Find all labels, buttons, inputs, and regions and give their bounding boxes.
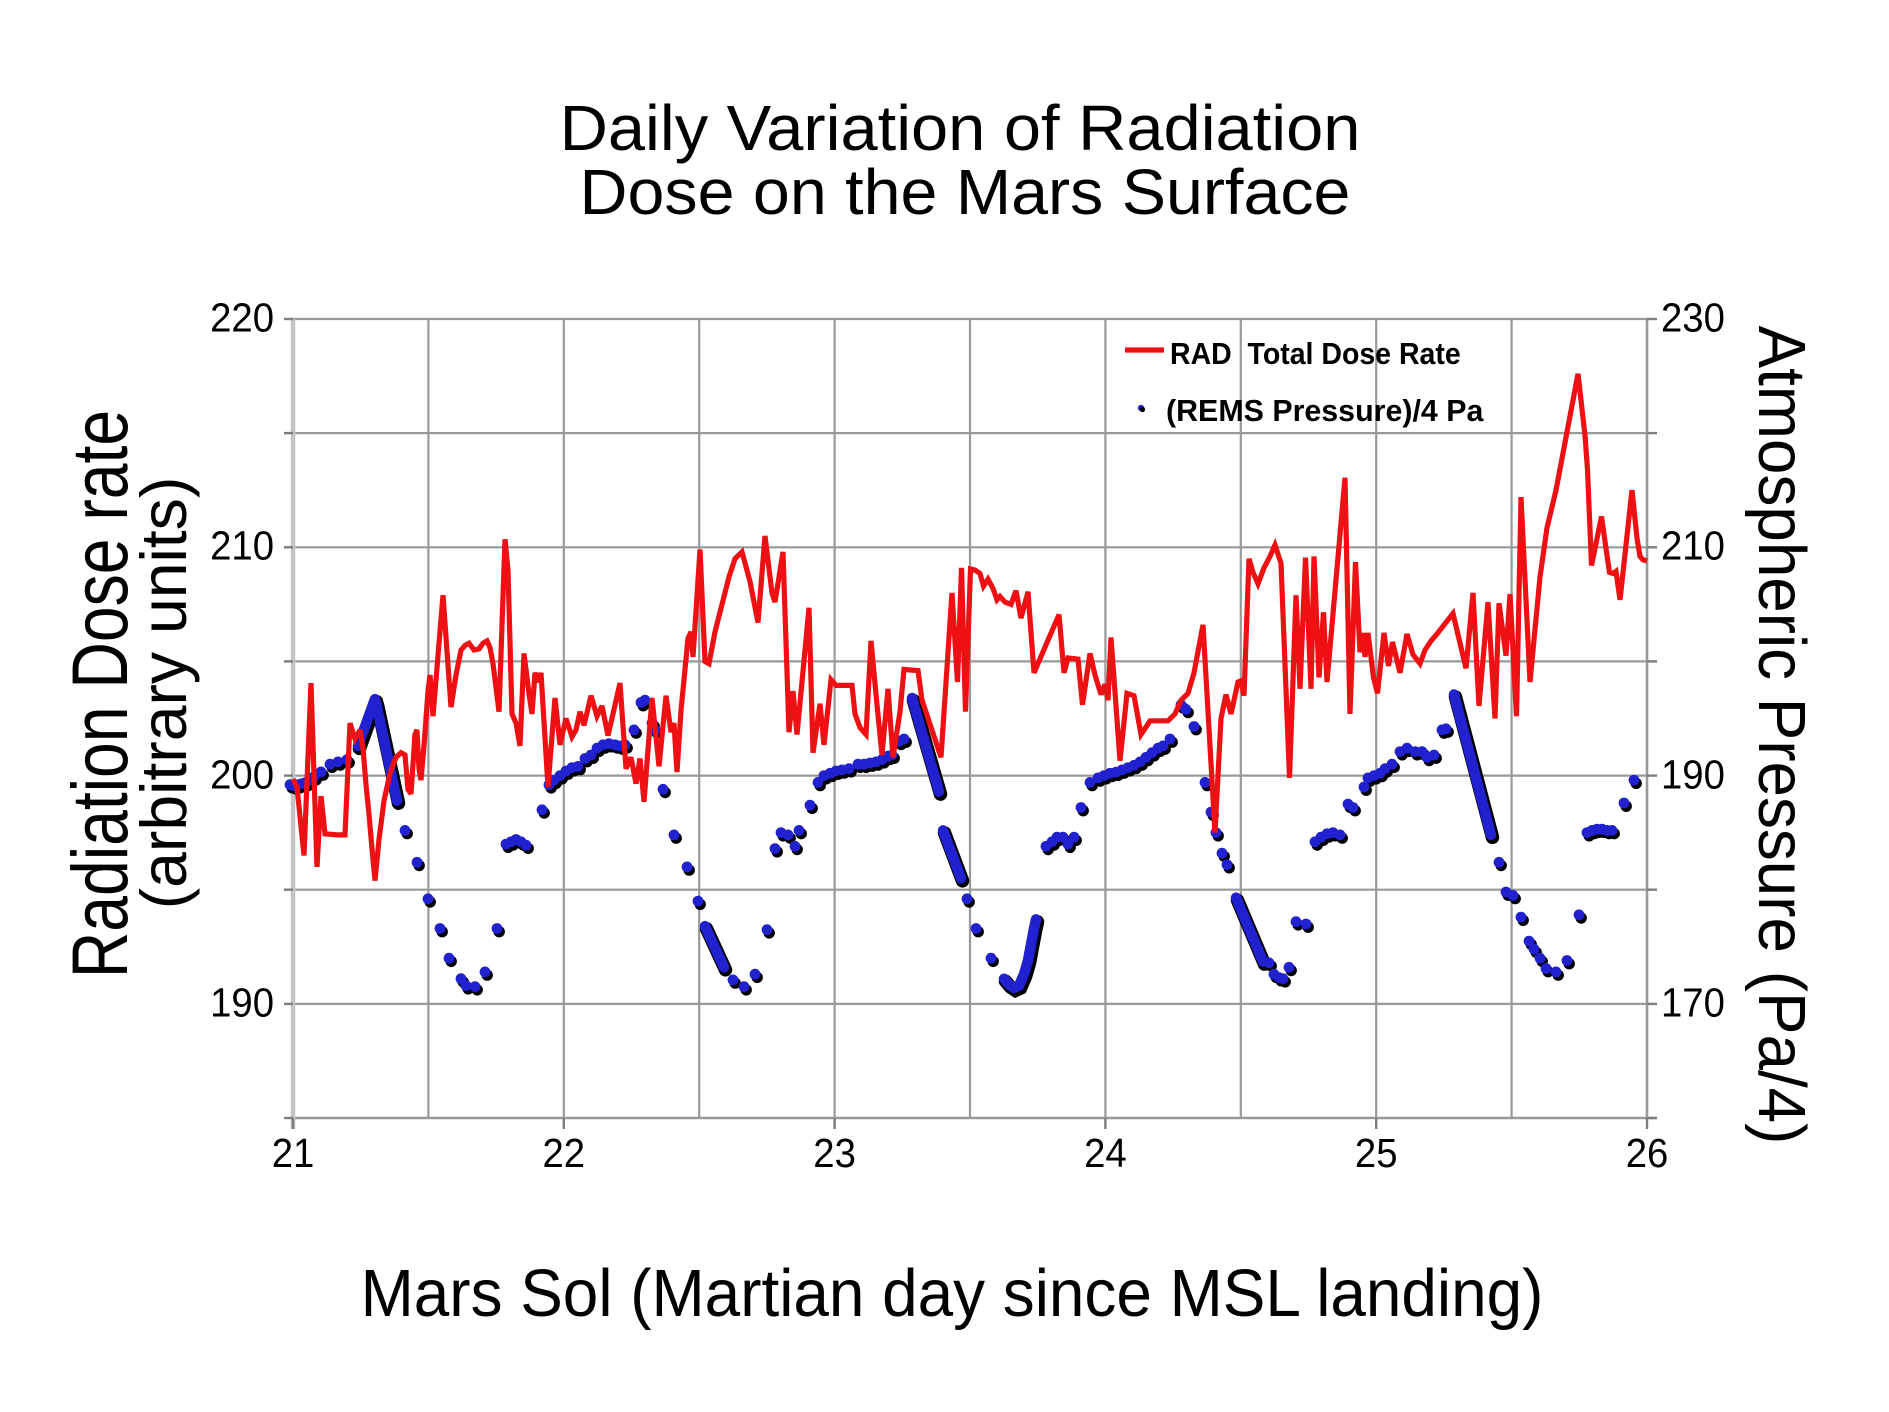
svg-text:23: 23 xyxy=(813,1131,856,1176)
svg-text:Mars Sol (Martian day since MS: Mars Sol (Martian day since MSL landing) xyxy=(361,1256,1544,1331)
svg-text:RAD Total Dose Rate: RAD Total Dose Rate xyxy=(1170,337,1461,371)
svg-text:230: 230 xyxy=(1661,295,1725,340)
svg-text:Radiation Dose rate: Radiation Dose rate xyxy=(57,410,145,978)
svg-text:200: 200 xyxy=(210,752,274,797)
svg-text:(arbitrary units): (arbitrary units) xyxy=(127,477,200,910)
svg-text:Daily Variation of Radiation: Daily Variation of Radiation xyxy=(560,92,1361,163)
svg-text:(REMS Pressure)/4 Pa: (REMS Pressure)/4 Pa xyxy=(1166,393,1484,428)
svg-text:220: 220 xyxy=(210,295,274,340)
svg-text:25: 25 xyxy=(1355,1131,1398,1176)
svg-text:190: 190 xyxy=(1661,752,1725,797)
svg-text:190: 190 xyxy=(210,980,274,1025)
svg-text:210: 210 xyxy=(210,523,274,568)
svg-text:21: 21 xyxy=(272,1131,315,1176)
svg-text:Atmospheric Pressure (Pa/4): Atmospheric Pressure (Pa/4) xyxy=(1745,326,1820,1145)
svg-text:26: 26 xyxy=(1626,1131,1669,1176)
svg-text:170: 170 xyxy=(1661,980,1725,1025)
svg-text:Dose on the Mars Surface: Dose on the Mars Surface xyxy=(580,156,1351,228)
svg-text:22: 22 xyxy=(543,1131,586,1176)
svg-text:24: 24 xyxy=(1084,1131,1127,1176)
svg-text:210: 210 xyxy=(1661,523,1725,568)
